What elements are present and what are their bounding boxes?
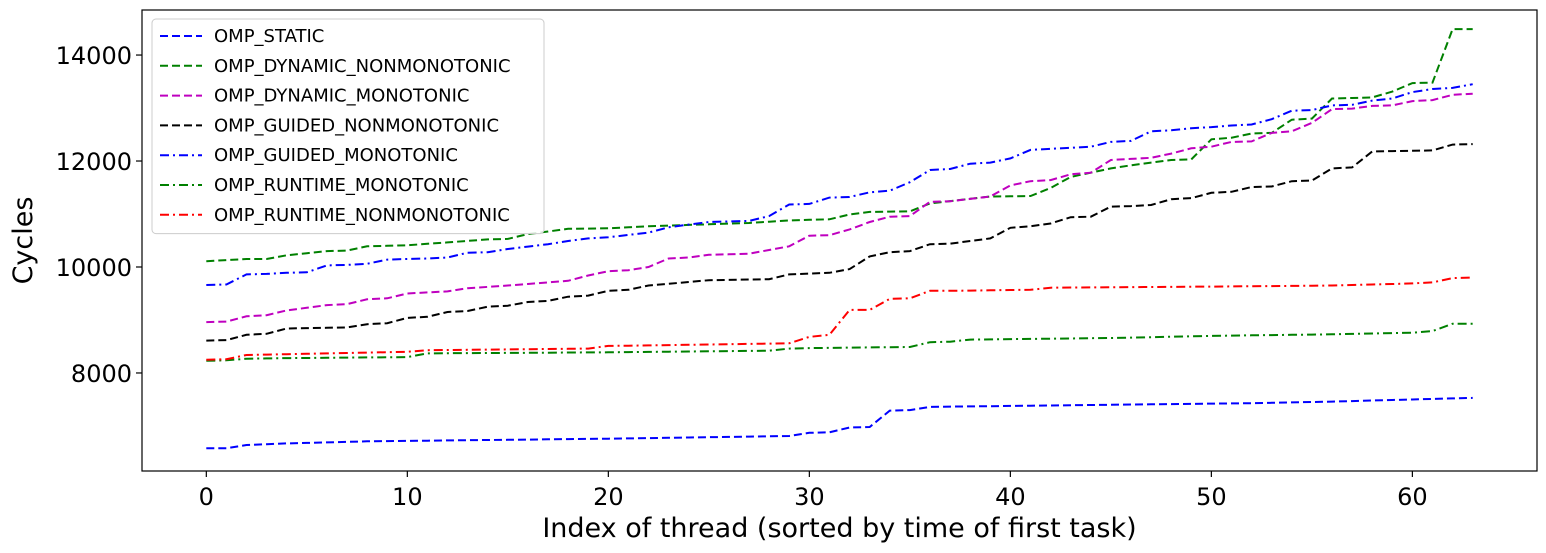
legend-label: OMP_RUNTIME_MONOTONIC (214, 175, 469, 196)
legend: OMP_STATIC OMP_DYNAMIC_NONMONOTONIC OMP_DY… (151, 18, 545, 235)
x-axis-label: Index of thread (sorted by time of first… (542, 513, 1136, 544)
y-tick-label: 10000 (56, 254, 132, 282)
legend-label: OMP_GUIDED_MONOTONIC (214, 145, 458, 166)
plot-area-frame (141, 9, 1538, 472)
series-line-omp-runtime-monotonic (206, 322, 1473, 362)
series-line-omp-dynamic-monotonic (206, 92, 1473, 324)
x-tick-label: 50 (1196, 483, 1227, 511)
legend-label: OMP_DYNAMIC_MONOTONIC (214, 86, 469, 107)
x-tick-label: 30 (794, 483, 825, 511)
y-tick-label: 14000 (56, 42, 132, 70)
legend-label: OMP_RUNTIME_NONMONOTONIC (214, 205, 510, 226)
series-line-omp-guided-monotonic (206, 83, 1473, 286)
x-tick-label: 0 (199, 483, 214, 511)
y-axis-ticks: 8000 10000 12000 14000 (56, 42, 142, 388)
series-line-omp-dynamic-nonmonotonic (206, 28, 1473, 263)
series-layer (206, 28, 1473, 450)
legend-box (151, 18, 545, 235)
y-tick-label: 12000 (56, 148, 132, 176)
series-line-omp-static (206, 396, 1473, 450)
y-tick-label: 8000 (71, 360, 132, 388)
x-tick-label: 20 (593, 483, 624, 511)
legend-label: OMP_STATIC (214, 26, 324, 47)
x-tick-label: 60 (1397, 483, 1428, 511)
x-tick-label: 10 (392, 483, 423, 511)
series-line-omp-runtime-nonmonotonic (206, 276, 1473, 361)
series-line-omp-guided-nonmonotonic (206, 143, 1473, 342)
x-tick-label: 40 (995, 483, 1026, 511)
x-axis-ticks: 0 10 20 30 40 50 60 (199, 471, 1428, 511)
legend-label: OMP_DYNAMIC_NONMONOTONIC (214, 56, 511, 77)
legend-label: OMP_GUIDED_NONMONOTONIC (214, 115, 499, 136)
y-axis-label: Cycles (8, 197, 39, 285)
